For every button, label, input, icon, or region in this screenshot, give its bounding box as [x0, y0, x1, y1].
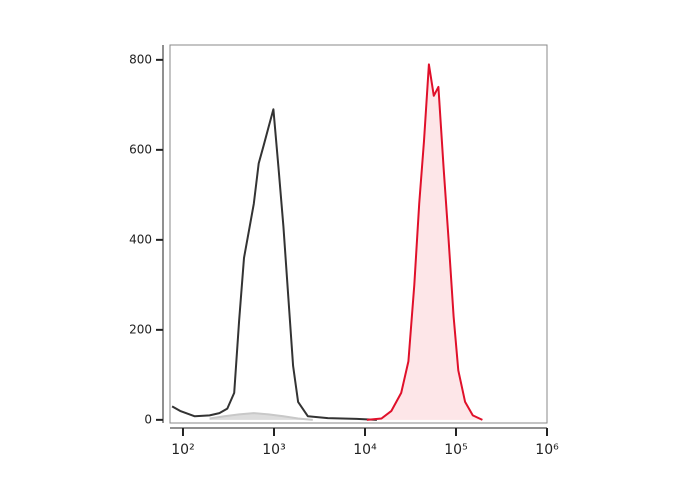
y-tick-label: 0 — [144, 412, 152, 426]
series-line — [209, 412, 313, 421]
series-area — [209, 413, 313, 420]
x-tick-label: 10⁶ — [535, 442, 559, 458]
x-tick-label: 10⁵ — [444, 442, 467, 458]
y-tick-label: 400 — [129, 232, 152, 246]
y-tick-label: 800 — [129, 52, 152, 66]
x-tick-label: 10² — [171, 442, 194, 458]
y-tick-label: 600 — [129, 142, 152, 156]
series-area — [366, 64, 483, 420]
y-tick-label: 200 — [129, 322, 152, 336]
series-line — [171, 108, 377, 421]
x-tick-label: 10⁴ — [353, 442, 377, 458]
series-line — [366, 63, 483, 421]
plot-frame — [169, 44, 548, 424]
x-tick-label: 10³ — [262, 442, 285, 458]
